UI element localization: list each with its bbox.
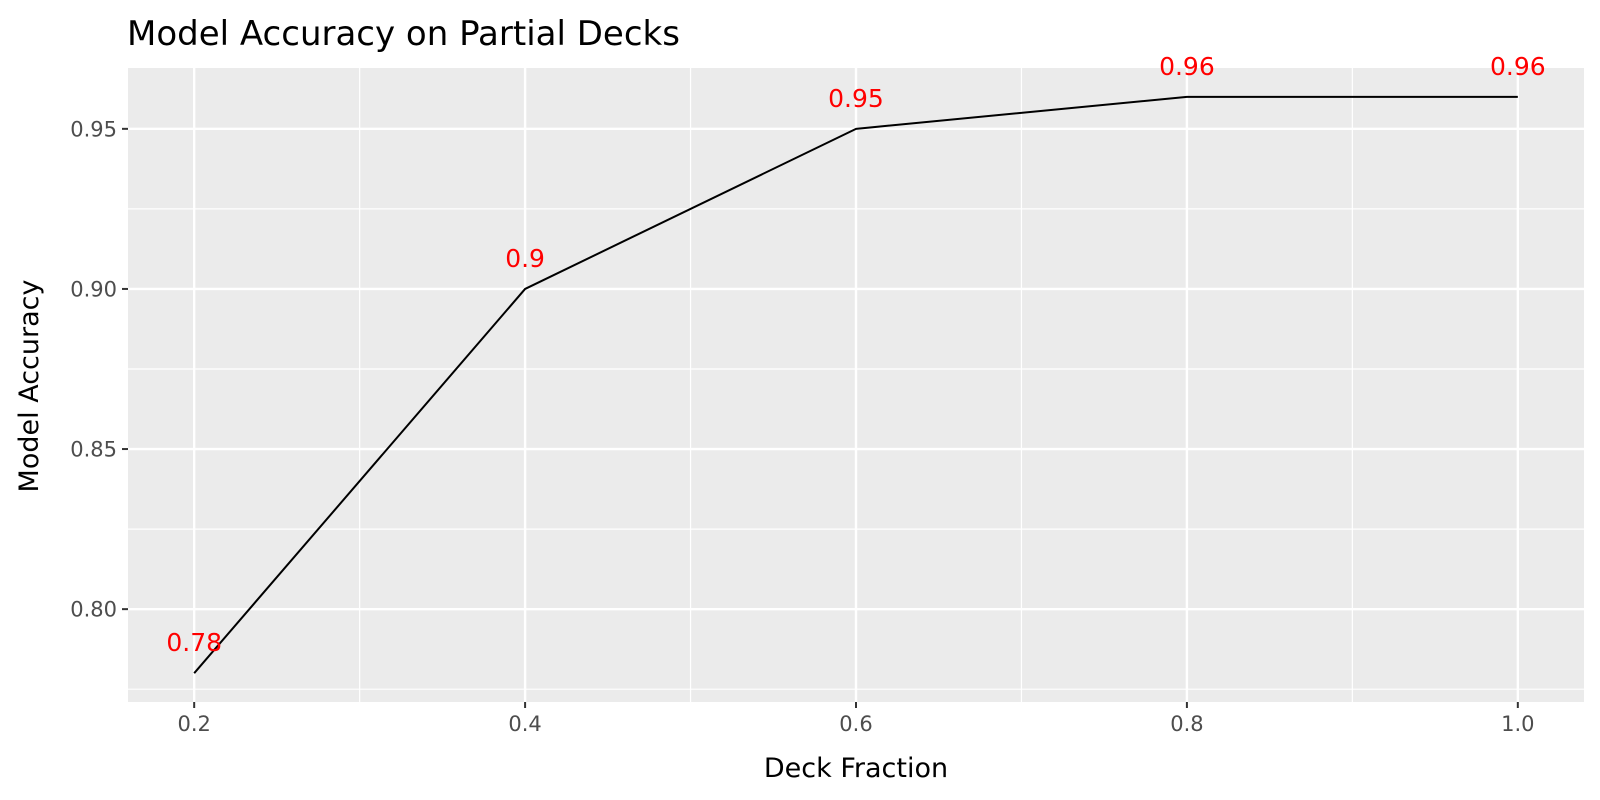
y-tick-label: 0.80 — [70, 598, 117, 622]
data-labels: 0.78 0.9 0.95 0.96 0.96 — [166, 52, 1545, 657]
chart-title: Model Accuracy on Partial Decks — [127, 14, 680, 54]
x-tick-label: 0.8 — [1170, 712, 1203, 736]
series-line — [193, 95, 1518, 674]
data-label: 0.78 — [166, 628, 222, 657]
x-axis-title: Deck Fraction — [764, 753, 948, 784]
y-tick-label: 0.85 — [70, 438, 117, 462]
data-label: 0.96 — [1159, 52, 1215, 81]
x-axis: 0.2 0.4 0.6 0.8 1.0 — [177, 702, 1535, 736]
data-label: 0.96 — [1490, 52, 1546, 81]
x-tick-label: 0.2 — [177, 712, 210, 736]
series-layer — [193, 95, 1518, 674]
x-tick-label: 0.6 — [839, 712, 872, 736]
y-axis: 0.80 0.85 0.90 0.95 — [70, 117, 128, 622]
y-axis-title: Model Accuracy — [14, 280, 45, 493]
x-tick-label: 1.0 — [1501, 712, 1534, 736]
major-gridlines — [128, 68, 1584, 702]
data-label: 0.9 — [505, 244, 545, 273]
y-tick-label: 0.95 — [70, 117, 117, 141]
y-tick-label: 0.90 — [70, 277, 117, 301]
data-label: 0.95 — [828, 84, 884, 113]
x-tick-label: 0.4 — [508, 712, 541, 736]
